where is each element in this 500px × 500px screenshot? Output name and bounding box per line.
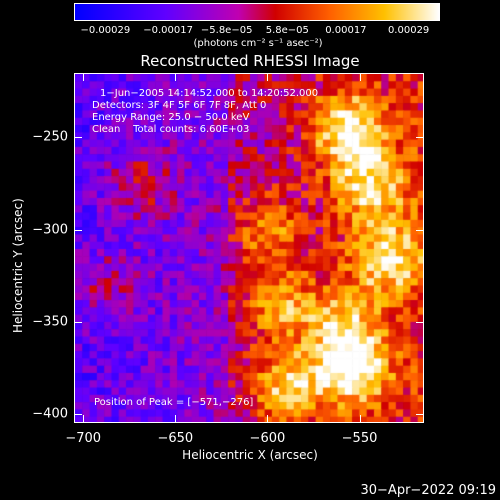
plot-area bbox=[74, 73, 424, 423]
x-tick-mark bbox=[175, 73, 177, 81]
energy-label: Energy Range: 25.0 − 50.0 keV bbox=[92, 112, 250, 123]
x-tick-mark bbox=[267, 73, 269, 81]
timestamp: 30−Apr−2022 09:19 bbox=[360, 483, 497, 498]
chart-title: Reconstructed RHESSI Image bbox=[140, 52, 360, 70]
colorbar-tick-label: 0.00017 bbox=[325, 25, 367, 36]
x-tick-label: −600 bbox=[249, 431, 286, 446]
colorbar-tick-label: −0.00017 bbox=[143, 25, 193, 36]
total-counts-label: Total counts: 6.60E+03 bbox=[133, 124, 250, 135]
y-tick-mark bbox=[74, 137, 82, 139]
colorbar-tick-label: −0.00029 bbox=[80, 25, 131, 36]
y-tick-mark bbox=[416, 413, 424, 415]
x-tick-label: −550 bbox=[341, 431, 378, 446]
heatmap-image bbox=[75, 74, 423, 422]
colorbar bbox=[74, 3, 440, 21]
colorbar-unit: (photons cm⁻² s⁻¹ asec⁻²) bbox=[193, 38, 323, 49]
colorbar-tick-label: 0.00029 bbox=[387, 25, 430, 36]
x-tick-mark bbox=[175, 415, 177, 423]
x-tick-label: −700 bbox=[65, 431, 102, 446]
y-tick-label: −250 bbox=[32, 129, 68, 145]
x-axis-label: Heliocentric X (arcsec) bbox=[182, 448, 318, 462]
time-range-label: 1−Jun−2005 14:14:52.000 to 14:20:52.000 bbox=[100, 88, 319, 99]
x-tick-mark bbox=[83, 415, 85, 423]
y-axis-label: Heliocentric Y (arcsec) bbox=[11, 198, 25, 333]
y-tick-label: −400 bbox=[32, 406, 68, 422]
y-tick-mark bbox=[74, 229, 82, 231]
y-tick-mark bbox=[74, 321, 82, 323]
peak-position-label: Position of Peak = [−571,−276] bbox=[94, 397, 254, 408]
y-tick-mark bbox=[416, 229, 424, 231]
x-tick-label: −650 bbox=[157, 431, 194, 446]
colorbar-tick-label: −5.8e−05 bbox=[200, 25, 253, 36]
x-tick-mark bbox=[359, 415, 361, 423]
annotation-block: 1−Jun−2005 14:14:52.000 to 14:20:52.000 D… bbox=[92, 88, 318, 136]
x-tick-mark bbox=[267, 415, 269, 423]
detectors-label: Detectors: 3F 4F 5F 6F 7F 8F, Att 0 bbox=[92, 100, 267, 111]
y-tick-mark bbox=[416, 137, 424, 139]
y-tick-mark bbox=[416, 321, 424, 323]
x-tick-mark bbox=[83, 73, 85, 81]
y-tick-mark bbox=[74, 413, 82, 415]
colorbar-tick-label: 5.8e−05 bbox=[265, 25, 309, 36]
colorbar-gradient bbox=[75, 4, 439, 20]
algorithm-label: Clean bbox=[92, 124, 121, 135]
y-tick-label: −350 bbox=[32, 314, 68, 330]
y-tick-label: −300 bbox=[32, 222, 68, 238]
x-tick-mark bbox=[359, 73, 361, 81]
